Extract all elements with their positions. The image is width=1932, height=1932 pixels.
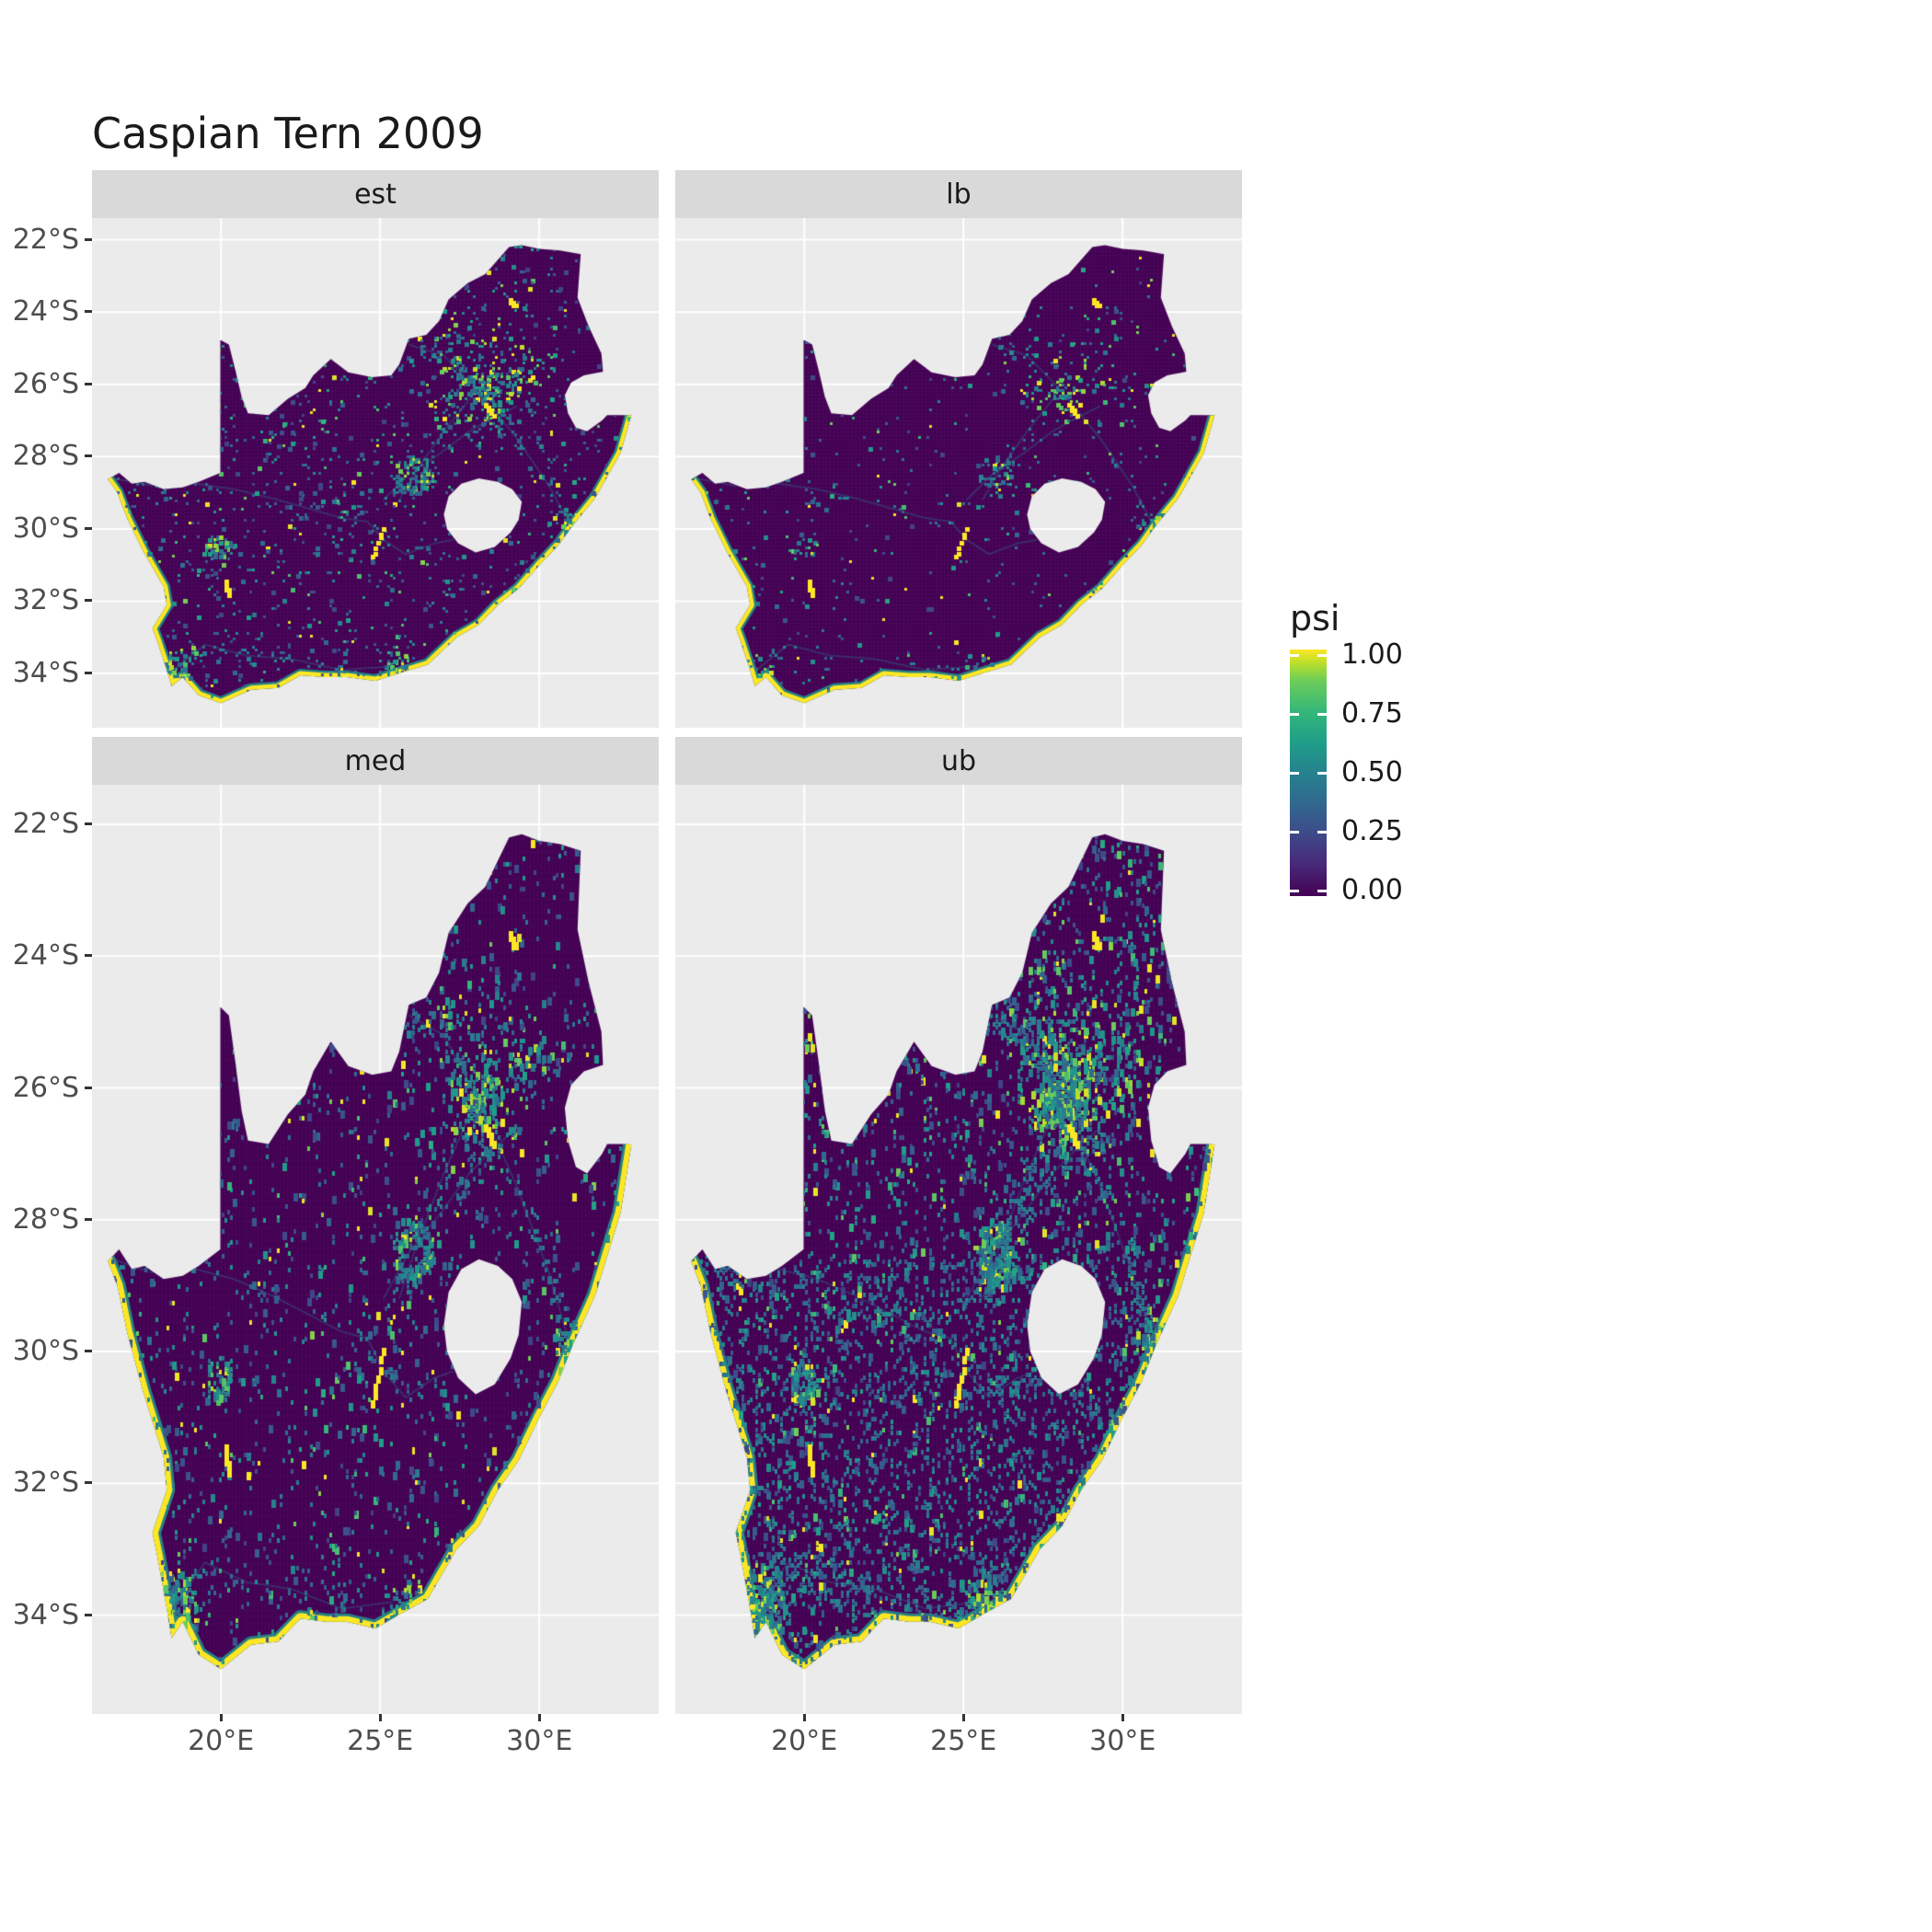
legend-tick-label: 0.00 (1341, 874, 1403, 906)
y-tick-label: 34°S (12, 1598, 79, 1631)
legend-tick-mark (1317, 772, 1327, 775)
y-tick-mark (85, 599, 92, 603)
legend-tick-mark (1317, 713, 1327, 716)
y-tick-mark (85, 1217, 92, 1221)
facet-map-med (92, 785, 659, 1714)
y-tick-label: 22°S (12, 807, 79, 840)
legend-tick-mark (1317, 654, 1327, 657)
facet-strip-med: med (92, 737, 659, 785)
x-tick-mark (802, 1714, 806, 1721)
x-tick-label: 25°E (347, 1725, 414, 1757)
x-tick-label: 30°E (1089, 1725, 1156, 1757)
facet-label-lb: lb (946, 178, 972, 211)
y-tick-mark (85, 672, 92, 675)
facet-strip-lb: lb (675, 170, 1242, 218)
y-tick-label: 30°S (12, 512, 79, 545)
y-tick-mark (85, 454, 92, 458)
legend-title: psi (1290, 598, 1340, 638)
legend-tick-label: 0.50 (1341, 756, 1403, 788)
x-tick-mark (961, 1714, 965, 1721)
y-tick-label: 24°S (12, 939, 79, 972)
legend-tick-mark (1290, 772, 1299, 775)
legend-tick-mark (1317, 831, 1327, 834)
x-tick-label: 20°E (188, 1725, 255, 1757)
y-tick-label: 26°S (12, 1071, 79, 1104)
facet-map-est (92, 218, 659, 728)
y-tick-label: 32°S (12, 1466, 79, 1500)
x-tick-mark (378, 1714, 382, 1721)
y-tick-label: 32°S (12, 584, 79, 617)
legend-tick-mark (1290, 654, 1299, 657)
y-tick-mark (85, 1613, 92, 1616)
y-tick-mark (85, 822, 92, 825)
y-tick-label: 34°S (12, 657, 79, 690)
x-tick-mark (219, 1714, 223, 1721)
legend-tick-label: 1.00 (1341, 638, 1403, 671)
y-tick-mark (85, 237, 92, 241)
legend-tick-mark (1290, 713, 1299, 716)
facet-label-ub: ub (940, 744, 977, 777)
y-tick-mark (85, 1481, 92, 1485)
y-tick-label: 28°S (12, 440, 79, 473)
x-tick-label: 30°E (506, 1725, 573, 1757)
legend-tick-label: 0.25 (1341, 815, 1403, 847)
y-tick-label: 30°S (12, 1335, 79, 1368)
x-tick-label: 25°E (930, 1725, 997, 1757)
facet-map-ub (675, 785, 1242, 1714)
y-tick-mark (85, 954, 92, 958)
y-tick-label: 22°S (12, 223, 79, 256)
y-tick-mark (85, 1086, 92, 1089)
legend-tick-mark (1290, 890, 1299, 892)
facet-strip-est: est (92, 170, 659, 218)
facet-label-med: med (344, 744, 407, 777)
facet-map-lb (675, 218, 1242, 728)
legend-tick-mark (1290, 831, 1299, 834)
x-tick-label: 20°E (771, 1725, 838, 1757)
legend-tick-mark (1317, 890, 1327, 892)
y-tick-mark (85, 526, 92, 530)
facet-strip-ub: ub (675, 737, 1242, 785)
x-tick-mark (537, 1714, 541, 1721)
y-tick-label: 28°S (12, 1202, 79, 1236)
x-tick-mark (1121, 1714, 1124, 1721)
y-tick-mark (85, 310, 92, 314)
facet-label-est: est (354, 178, 397, 211)
y-tick-mark (85, 1350, 92, 1353)
y-tick-label: 26°S (12, 367, 79, 400)
y-tick-label: 24°S (12, 295, 79, 328)
legend-tick-label: 0.75 (1341, 697, 1403, 730)
y-tick-mark (85, 382, 92, 385)
plot-title: Caspian Tern 2009 (92, 109, 484, 158)
